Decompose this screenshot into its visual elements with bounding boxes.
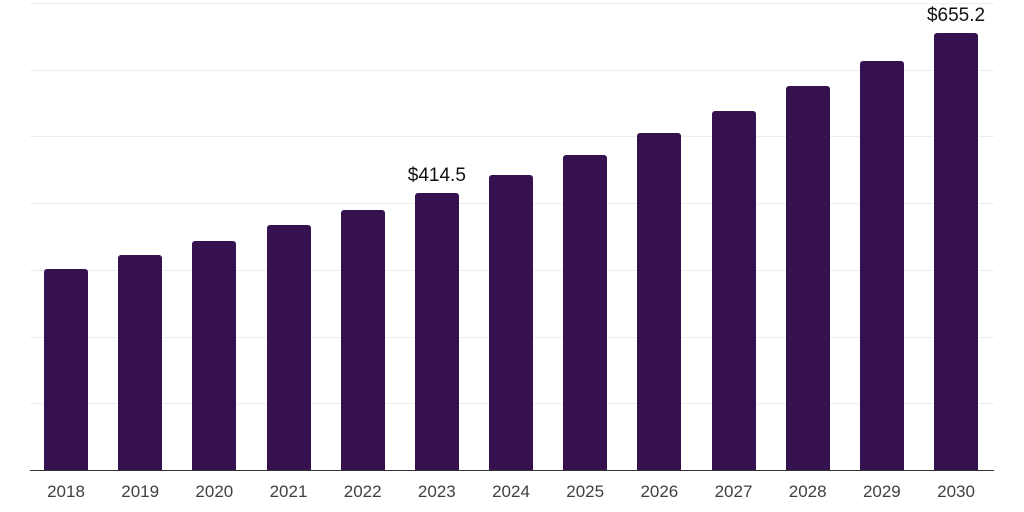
x-axis-label-2026: 2026: [640, 482, 679, 501]
bar-2018: [44, 269, 88, 470]
x-axis-label-2019: 2019: [121, 482, 160, 501]
bar-2024: [489, 174, 534, 470]
bar-2028: [785, 86, 830, 470]
bar-2021: [266, 225, 311, 470]
x-axis-label-2024: 2024: [492, 482, 530, 501]
bar-2029: [859, 60, 904, 470]
bar-2023: [414, 193, 459, 470]
x-axis-label-2030: 2030: [937, 482, 975, 501]
x-axis-label-2027: 2027: [714, 482, 753, 501]
x-axis-line: [30, 470, 994, 471]
bar-value-label-2023: $414.5: [407, 165, 466, 187]
x-axis-label-2025: 2025: [566, 482, 605, 501]
bar-2026: [637, 133, 682, 470]
x-axis-label-2018: 2018: [47, 482, 85, 501]
bar-2020: [192, 240, 237, 470]
bar-2022: [340, 209, 385, 470]
bar-2027: [711, 110, 756, 470]
x-axis-label-2020: 2020: [195, 482, 234, 501]
bar-2025: [563, 154, 608, 470]
x-axis-label-2029: 2029: [862, 482, 901, 501]
x-axis-label-2021: 2021: [269, 482, 308, 501]
x-axis-label-2028: 2028: [788, 482, 827, 501]
bar-value-label-2030: $655.2: [926, 4, 986, 26]
gridline: [30, 69, 994, 71]
x-axis-label-2022: 2022: [343, 482, 382, 501]
bar-2030: [934, 32, 979, 470]
bar-2019: [118, 254, 163, 470]
gridline: [30, 136, 994, 138]
gridline: [30, 3, 994, 4]
x-axis-label-2023: 2023: [417, 482, 456, 501]
